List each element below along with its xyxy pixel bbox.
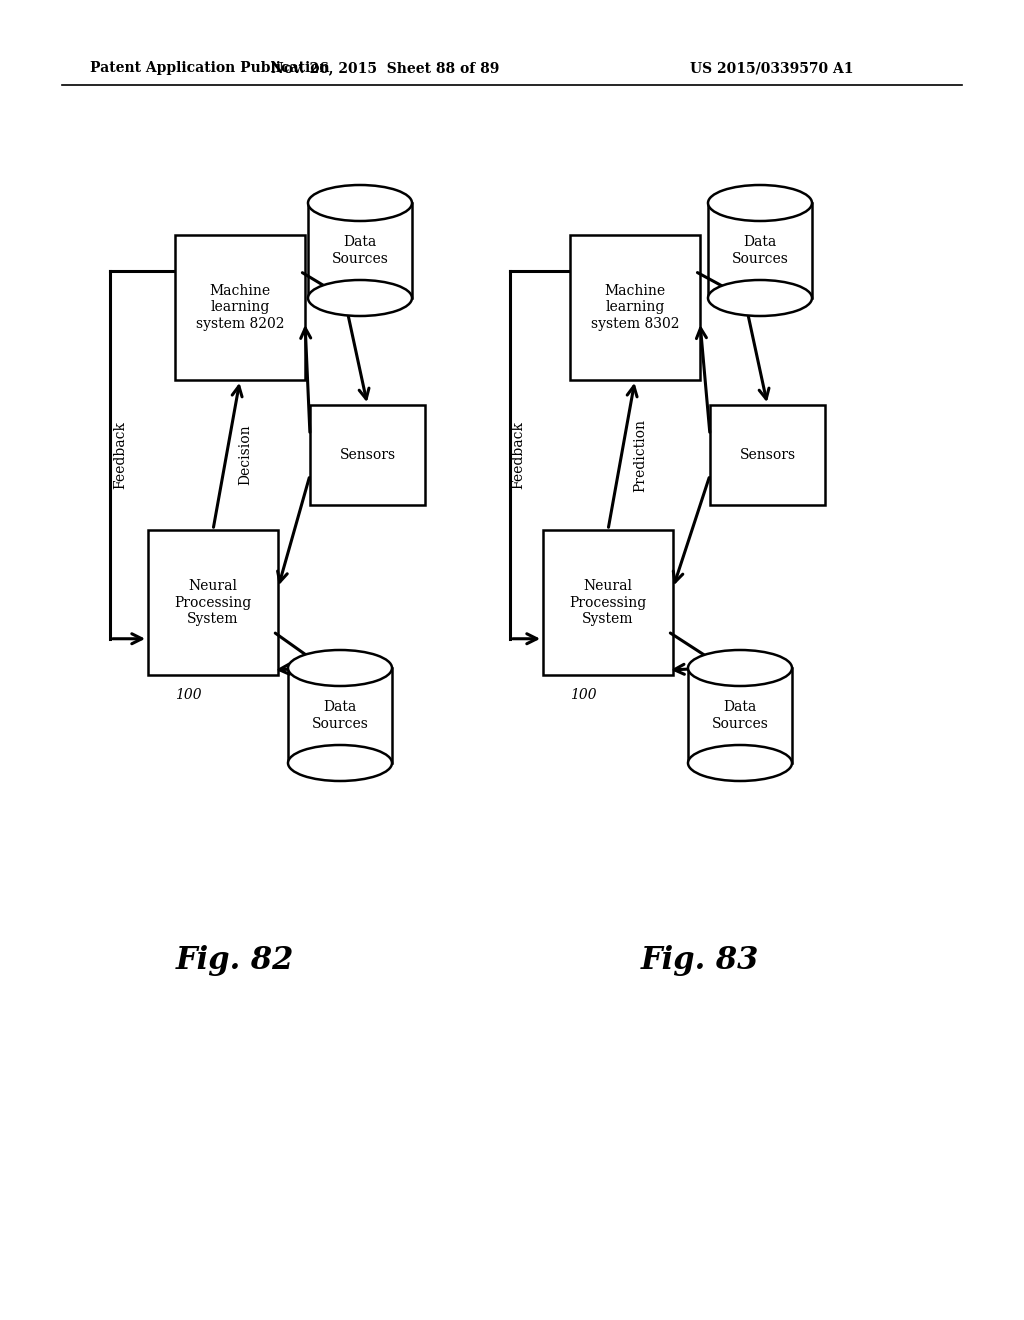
Text: 100: 100: [570, 688, 597, 702]
Bar: [308, 203, 412, 298]
Text: Data
Sources: Data Sources: [731, 235, 788, 265]
Text: Data
Sources: Data Sources: [311, 701, 369, 730]
Text: Machine
learning
system 8202: Machine learning system 8202: [196, 284, 285, 331]
Ellipse shape: [708, 185, 812, 220]
Ellipse shape: [688, 744, 792, 781]
Text: Patent Application Publication: Patent Application Publication: [90, 61, 330, 75]
Bar: [175, 235, 305, 380]
Text: Neural
Processing
System: Neural Processing System: [569, 579, 646, 626]
Text: US 2015/0339570 A1: US 2015/0339570 A1: [690, 61, 853, 75]
Text: Decision: Decision: [238, 425, 252, 486]
Text: Sensors: Sensors: [739, 447, 796, 462]
Text: Neural
Processing
System: Neural Processing System: [174, 579, 252, 626]
Ellipse shape: [308, 280, 412, 315]
Text: Feedback: Feedback: [113, 421, 127, 488]
Bar: [543, 531, 673, 675]
Bar: [310, 405, 425, 506]
Bar: [288, 668, 392, 763]
Ellipse shape: [308, 185, 412, 220]
Text: Data
Sources: Data Sources: [332, 235, 388, 265]
Text: Nov. 26, 2015  Sheet 88 of 89: Nov. 26, 2015 Sheet 88 of 89: [270, 61, 499, 75]
Text: Machine
learning
system 8302: Machine learning system 8302: [591, 284, 679, 331]
Text: Sensors: Sensors: [339, 447, 395, 462]
Bar: [688, 668, 792, 763]
Bar: [570, 235, 700, 380]
Text: 100: 100: [175, 688, 202, 702]
Text: Data
Sources: Data Sources: [712, 701, 768, 730]
Ellipse shape: [288, 649, 392, 686]
Ellipse shape: [708, 280, 812, 315]
Ellipse shape: [688, 649, 792, 686]
Text: Fig. 83: Fig. 83: [641, 945, 759, 975]
Text: Feedback: Feedback: [511, 421, 525, 488]
Text: Prediction: Prediction: [633, 418, 647, 491]
Ellipse shape: [288, 744, 392, 781]
Text: Fig. 82: Fig. 82: [176, 945, 294, 975]
Bar: [708, 203, 812, 298]
Bar: [710, 405, 825, 506]
Bar: [148, 531, 278, 675]
